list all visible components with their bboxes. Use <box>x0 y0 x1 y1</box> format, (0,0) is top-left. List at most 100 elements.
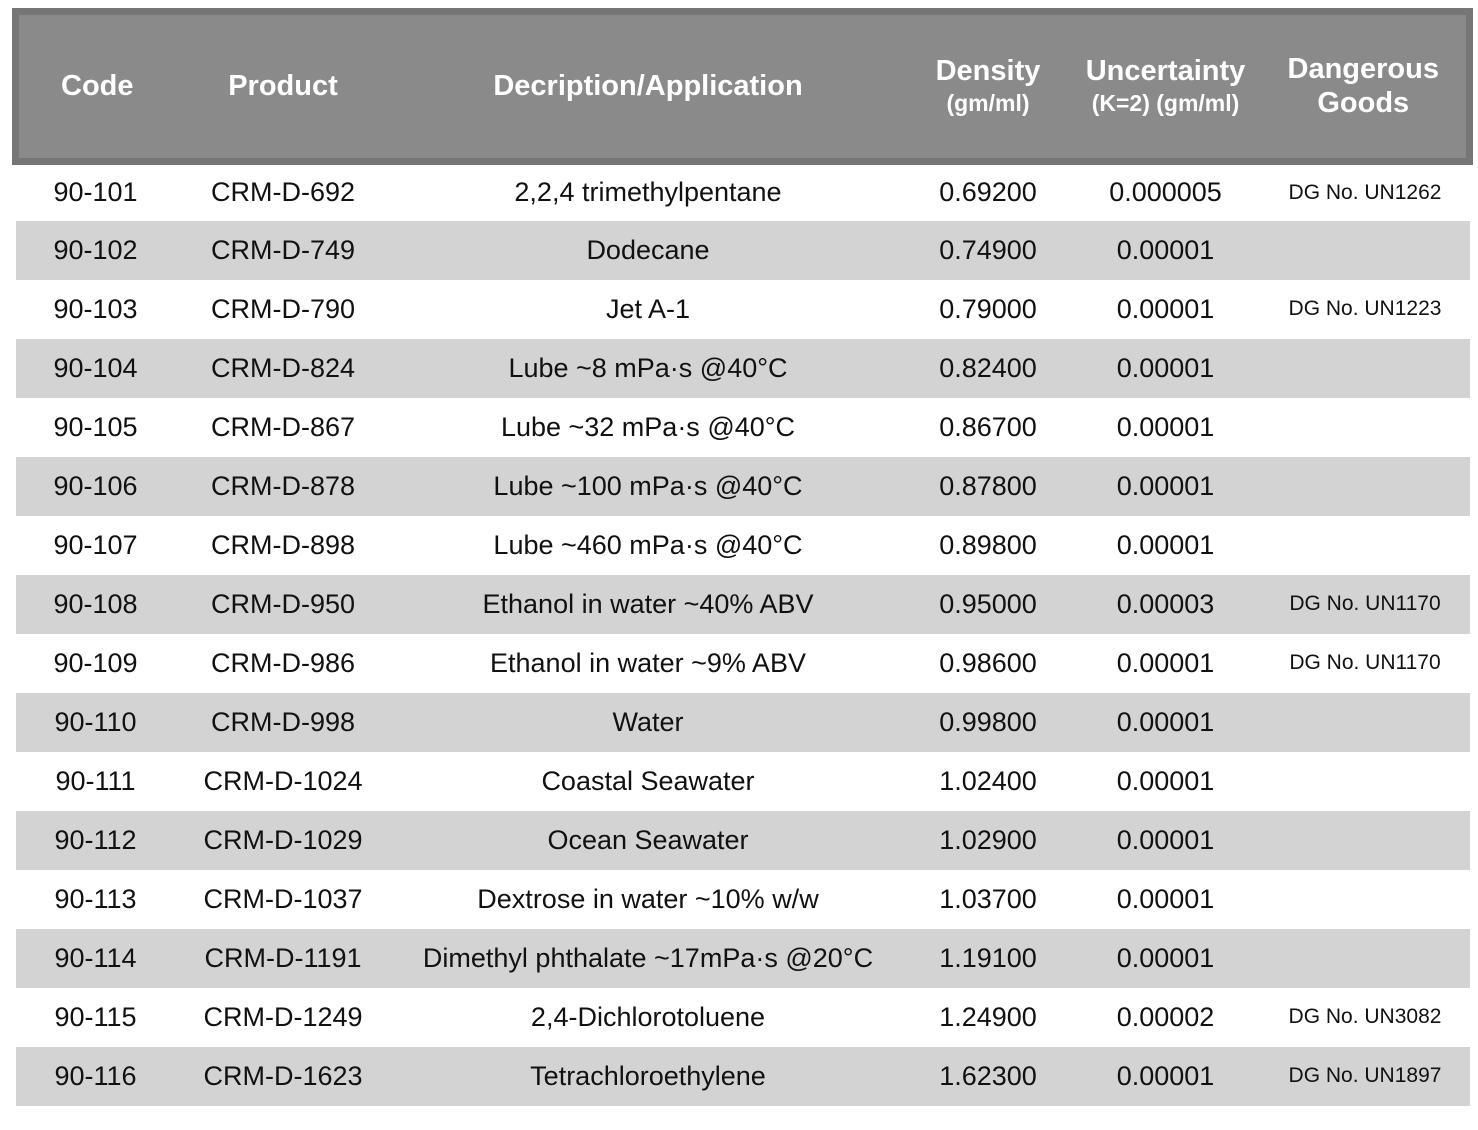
cell-description: 2,4-Dichlorotoluene <box>530 1001 766 1032</box>
cell-density: 1.19100 <box>939 942 1037 973</box>
header-dangerous-goods-label-line2: Goods <box>1317 86 1410 119</box>
header-uncertainty-label: Uncertainty <box>1085 55 1246 88</box>
cell-density: 1.02900 <box>939 824 1037 855</box>
cell-product: CRM-D-1024 <box>203 765 363 796</box>
cell-dangerous-goods <box>1261 516 1470 575</box>
cell-product: CRM-D-986 <box>210 647 356 678</box>
cell-product: CRM-D-1623 <box>203 1060 363 1091</box>
table-row: 90-107 CRM-D-898 Lube ~460 mPa·s @40°C 0.89… <box>15 515 1470 575</box>
cell-uncertainty: 0.00001 <box>1116 647 1215 678</box>
crm-density-table: Code Product Decription/Application Dens… <box>12 8 1473 1106</box>
table-row: 90-111 CRM-D-1024 Coastal Seawater 1.02400 0… <box>15 751 1470 811</box>
cell-product: CRM-D-749 <box>210 234 356 265</box>
cell-code: 90-102 <box>53 234 138 265</box>
header-description-label: Decription/Application <box>493 69 803 102</box>
cell-code: 90-115 <box>54 1001 137 1032</box>
cell-density: 0.79000 <box>939 293 1037 324</box>
cell-uncertainty: 0.00001 <box>1116 411 1215 442</box>
cell-uncertainty: 0.00001 <box>1116 529 1215 560</box>
cell-dangerous-goods: DG No. UN1223 <box>1288 297 1442 320</box>
cell-density: 0.82400 <box>939 352 1037 383</box>
cell-description: Jet A-1 <box>605 293 691 324</box>
header-density-unit-label: (gm/ml) <box>946 89 1030 116</box>
cell-uncertainty: 0.00003 <box>1116 588 1215 619</box>
cell-uncertainty: 0.000005 <box>1109 177 1222 208</box>
cell-dangerous-goods <box>1261 929 1470 988</box>
cell-dangerous-goods <box>1261 221 1470 280</box>
cell-density: 0.69200 <box>939 177 1037 208</box>
cell-description: 2,2,4 trimethylpentane <box>514 177 782 208</box>
header-uncertainty-unit-label: (K=2) (gm/ml) <box>1091 89 1240 116</box>
cell-dangerous-goods <box>1261 752 1470 811</box>
cell-description: Lube ~100 mPa·s @40°C <box>493 470 803 501</box>
cell-code: 90-104 <box>53 352 138 383</box>
cell-density: 1.24900 <box>939 1001 1037 1032</box>
table-body: 90-101 CRM-D-692 2,2,4 trimethylpentane 0.6… <box>15 161 1470 1106</box>
table-row: 90-108 CRM-D-950 Ethanol in water ~40% ABV… <box>15 574 1470 634</box>
cell-dangerous-goods: DG No. UN1170 <box>1289 651 1441 674</box>
table-row: 90-110 CRM-D-998 Water 0.99800 0.00001 <box>15 692 1470 752</box>
header-row: Code Product Decription/Application Dens… <box>12 8 1473 165</box>
cell-code: 90-116 <box>54 1060 137 1091</box>
cell-description: Ethanol in water ~9% ABV <box>490 647 806 678</box>
cell-description: Ethanol in water ~40% ABV <box>482 588 814 619</box>
header-density-label: Density <box>935 55 1041 88</box>
cell-density: 0.87800 <box>939 470 1037 501</box>
header-code-label: Code <box>61 69 134 102</box>
cell-code: 90-106 <box>53 470 138 501</box>
table-row: 90-116 CRM-D-1623 Tetrachloroethylene 1.623… <box>15 1046 1470 1106</box>
table-row: 90-114 CRM-D-1191 Dimethyl phthalate ~17mP… <box>15 928 1470 988</box>
cell-density: 1.03700 <box>939 883 1037 914</box>
cell-code: 90-113 <box>54 883 137 914</box>
cell-uncertainty: 0.00001 <box>1116 706 1215 737</box>
table-row: 90-109 CRM-D-986 Ethanol in water ~9% ABV 0… <box>15 633 1470 693</box>
cell-product: CRM-D-1191 <box>204 942 362 973</box>
header-code: Code <box>12 8 176 165</box>
cell-density: 0.98600 <box>939 647 1037 678</box>
cell-dangerous-goods: DG No. UN1897 <box>1288 1064 1442 1087</box>
cell-code: 90-105 <box>53 411 138 442</box>
cell-uncertainty: 0.00002 <box>1116 1001 1215 1032</box>
cell-dangerous-goods <box>1261 870 1470 929</box>
cell-code: 90-112 <box>54 824 137 855</box>
cell-description: Dodecane <box>586 234 710 265</box>
header-uncertainty: Uncertainty (K=2) (gm/ml) <box>1070 8 1261 165</box>
table-row: 90-106 CRM-D-878 Lube ~100 mPa·s @40°C 0.87… <box>15 456 1470 516</box>
cell-code: 90-114 <box>54 942 137 973</box>
cell-code: 90-101 <box>53 177 138 208</box>
cell-code: 90-111 <box>55 765 136 796</box>
cell-description: Lube ~460 mPa·s @40°C <box>493 529 803 560</box>
cell-uncertainty: 0.00001 <box>1116 942 1215 973</box>
table-row: 90-103 CRM-D-790 Jet A-1 0.79000 0.00001 DG N… <box>15 279 1470 339</box>
cell-density: 1.62300 <box>939 1060 1037 1091</box>
cell-product: CRM-D-998 <box>210 706 356 737</box>
cell-density: 0.99800 <box>939 706 1037 737</box>
cell-density: 0.89800 <box>939 529 1037 560</box>
cell-product: CRM-D-1029 <box>203 824 363 855</box>
cell-dangerous-goods: DG No. UN1170 <box>1289 592 1441 615</box>
cell-uncertainty: 0.00001 <box>1116 883 1215 914</box>
cell-code: 90-109 <box>53 647 138 678</box>
cell-uncertainty: 0.00001 <box>1116 293 1215 324</box>
table-row: 90-112 CRM-D-1029 Ocean Seawater 1.02900 0.0… <box>15 810 1470 870</box>
cell-uncertainty: 0.00001 <box>1116 765 1215 796</box>
cell-product: CRM-D-692 <box>210 177 356 208</box>
cell-description: Tetrachloroethylene <box>530 1060 766 1091</box>
cell-product: CRM-D-878 <box>210 470 356 501</box>
header-density: Density (gm/ml) <box>905 8 1071 165</box>
table-row: 90-101 CRM-D-692 2,2,4 trimethylpentane 0.6… <box>15 161 1470 221</box>
cell-density: 0.95000 <box>939 588 1037 619</box>
header-description: Decription/Application <box>390 8 906 165</box>
header-product: Product <box>175 8 391 165</box>
cell-uncertainty: 0.00001 <box>1116 824 1215 855</box>
cell-dangerous-goods: DG No. UN1262 <box>1288 180 1442 204</box>
cell-dangerous-goods <box>1261 693 1470 752</box>
cell-uncertainty: 0.00001 <box>1116 470 1215 501</box>
cell-description: Dimethyl phthalate ~17mPa·s @20°C <box>422 942 874 973</box>
cell-uncertainty: 0.00001 <box>1116 352 1215 383</box>
header-dangerous-goods-label-line1: Dangerous <box>1287 53 1439 86</box>
cell-dangerous-goods <box>1261 339 1470 398</box>
cell-description: Lube ~8 mPa·s @40°C <box>508 352 788 383</box>
cell-description: Coastal Seawater <box>541 765 755 796</box>
